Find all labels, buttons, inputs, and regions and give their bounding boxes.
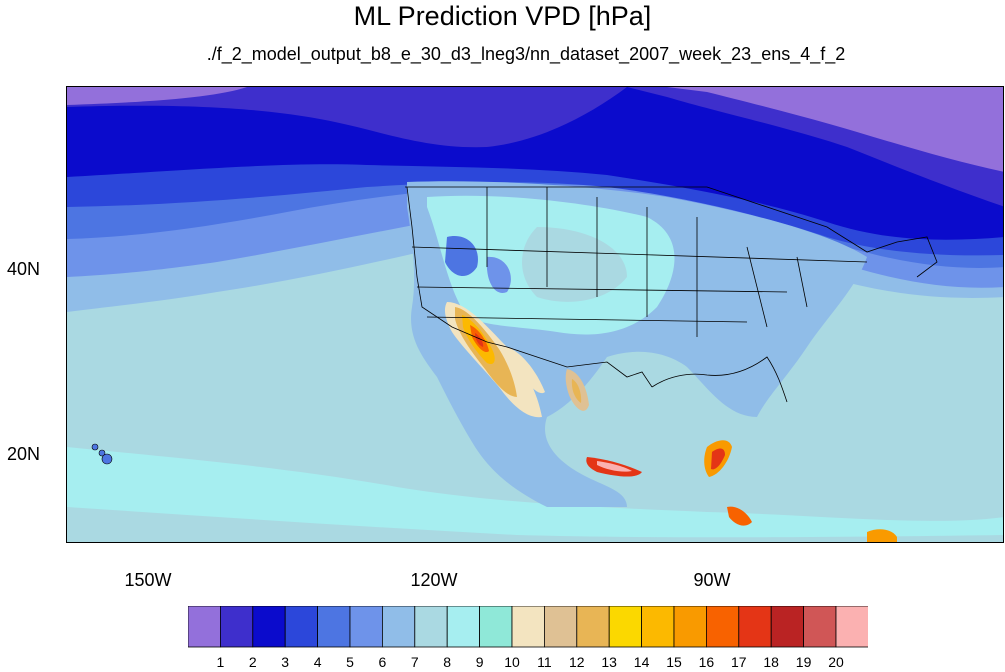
colorbar-label: 1 [216,654,225,670]
colorbar-swatch [835,605,869,648]
colorbar-label: 8 [443,654,452,670]
colorbar-label: 11 [537,654,552,670]
colorbar-label: 9 [475,654,484,670]
colorbar-label: 5 [346,654,354,670]
colorbar-swatch [576,605,610,648]
colorbar-swatch [414,605,448,648]
colorbar-swatch [446,605,481,648]
colorbar-swatch [543,605,578,648]
colorbar-label: 13 [601,654,617,670]
colorbar-swatch [317,605,351,648]
colorbar-label: 10 [504,654,520,670]
colorbar-swatch [187,605,221,648]
colorbar-label: 3 [281,654,290,670]
colorbar-swatch [608,605,643,648]
colorbar-swatch [706,605,740,648]
colorbar-label: 19 [795,654,812,670]
colorbar-label: 6 [378,654,387,670]
colorbar [187,605,869,653]
colorbar-swatch [511,605,545,648]
colorbar-swatch [479,605,513,648]
lon-tick-label: 90W [693,570,731,590]
colorbar-swatch [770,605,805,648]
colorbar-label: 2 [248,654,257,670]
lon-tick-label: 150W [124,570,172,590]
colorbar-label: 14 [633,654,650,670]
colorbar-swatch [673,605,707,648]
colorbar-swatch [284,605,318,648]
colorbar-label: 12 [569,654,585,670]
vpd-map [66,86,1004,543]
colorbar-label: 15 [666,654,682,670]
lat-tick-label: 40N [6,259,40,279]
chart-subtitle: ./f_2_model_output_b8_e_30_d3_lneg3/nn_d… [206,44,846,64]
colorbar-label: 16 [698,654,715,670]
colorbar-label: 17 [731,654,747,670]
lat-tick-label: 20N [6,444,40,464]
colorbar-label: 18 [763,654,779,670]
colorbar-label: 7 [410,654,419,670]
colorbar-swatch [738,605,772,648]
colorbar-swatch [381,605,416,648]
chart-title: ML Prediction VPD [hPa] [353,1,652,31]
colorbar-swatch [803,605,837,648]
lon-tick-label: 120W [410,570,458,590]
colorbar-label: 20 [828,654,844,670]
colorbar-swatch [349,605,383,648]
colorbar-label: 4 [313,654,322,670]
colorbar-swatch [641,605,675,648]
colorbar-swatch [220,605,254,648]
colorbar-swatch [252,605,286,648]
